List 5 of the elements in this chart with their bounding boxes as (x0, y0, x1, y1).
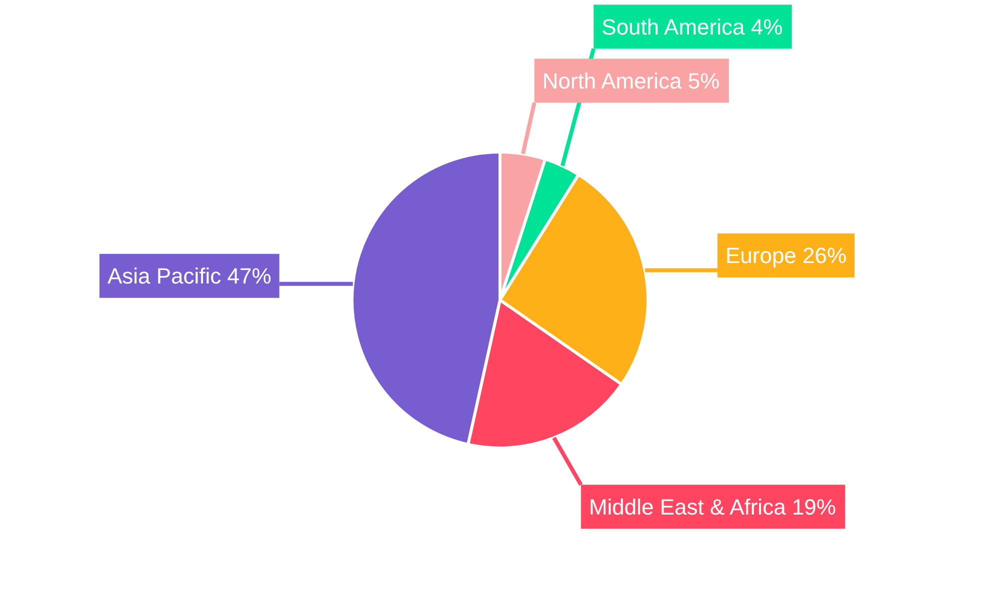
slice-label: Europe 26% (725, 243, 847, 268)
slice-label: Middle East & Africa 19% (588, 494, 836, 520)
slice-label: North America 5% (542, 68, 720, 94)
slice-label: Asia Pacific 47% (107, 264, 272, 289)
slice-label: South America 4% (602, 14, 783, 40)
